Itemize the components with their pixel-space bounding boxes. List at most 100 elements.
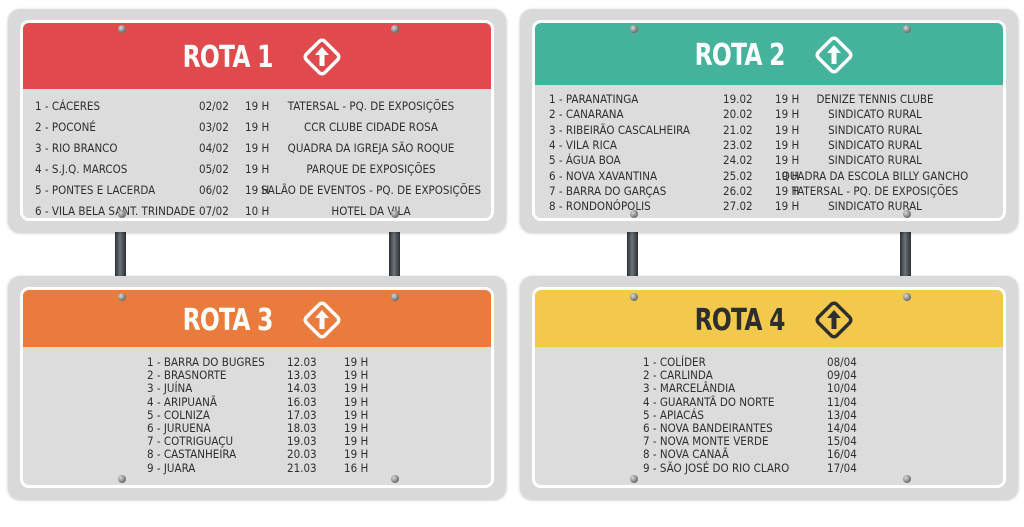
route-sign-header: ROTA 1 [23, 23, 491, 89]
schedule-city: 3 - RIO BRANCO [35, 141, 118, 155]
sign-post-left-2 [627, 230, 638, 280]
schedule-date: 04/02 [199, 141, 229, 155]
schedule-row: 4 - S.J.Q. MARCOS 05/02 19 H PARQUE DE EXPO… [23, 162, 491, 176]
schedule-row: 7 - NOVA MONTE VERDE 15/04 [535, 434, 1003, 448]
schedule-date: 16/04 [827, 447, 857, 462]
schedule-date: 23.02 [723, 137, 753, 152]
route-sign-rota-4: ROTA 4 1 - COLÍDER 08/04 2 - CARLINDA 09/04… [520, 276, 1018, 499]
bolt [391, 210, 399, 218]
schedule-venue: TATERSAL - PQ. DE EXPOSIÇÕES [287, 99, 455, 113]
sign-post-right-1 [389, 230, 400, 280]
schedule-time: 19 H [775, 153, 800, 168]
bolt [630, 293, 638, 301]
schedule-date: 09/04 [827, 368, 857, 383]
schedule-row: 6 - JURUENA 18.03 19 H [23, 421, 491, 435]
schedule-city: 9 - JUARA [147, 460, 196, 475]
bolt [391, 25, 399, 33]
schedule-city: 2 - CANARANA [549, 107, 624, 122]
bolt [630, 475, 638, 483]
bolt [903, 25, 911, 33]
schedule-time: 19 H [344, 394, 369, 409]
schedule-venue: QUADRA DA IGREJA SÃO ROQUE [287, 141, 455, 155]
schedule-venue: SINDICATO RURAL [828, 199, 922, 214]
schedule-time: 19 H [344, 407, 369, 422]
schedule-date: 27.02 [723, 199, 753, 214]
schedule-city: 7 - COTRIGUAÇU [147, 434, 234, 449]
sign-post-right-2 [900, 230, 911, 280]
sign-post-left-1 [115, 230, 126, 280]
schedule-date: 13/04 [827, 407, 857, 422]
schedule-date: 21.02 [723, 122, 753, 137]
schedule-city: 5 - ÁGUA BOA [549, 153, 621, 168]
schedule-date: 16.03 [287, 394, 317, 409]
schedule-city: 3 - MARCELÂNDIA [643, 381, 736, 396]
schedule-venue: SINDICATO RURAL [828, 122, 922, 137]
bolt [118, 475, 126, 483]
schedule-date: 02/02 [199, 99, 229, 113]
schedule-row: 2 - CANARANA 20.02 19 H SINDICATO RURAL [535, 107, 1003, 121]
route-sign-panel: ROTA 1 1 - CÁCERES 02/02 19 H TATERSAL - PQ… [20, 20, 494, 221]
bolt [391, 475, 399, 483]
schedule-row: 9 - JUARA 21.03 16 H [23, 461, 491, 475]
schedule-time: 19 H [245, 99, 270, 113]
schedule-date: 18.03 [287, 421, 317, 435]
schedule-row: 3 - RIO BRANCO 04/02 19 H QUADRA DA IGREJA … [23, 141, 491, 155]
route-sign-header: ROTA 4 [535, 290, 1003, 347]
schedule-row: 3 - RIBEIRÃO CASCALHEIRA 21.02 19 H SINDICA… [535, 123, 1003, 137]
schedule-row: 3 - MARCELÂNDIA 10/04 [535, 381, 1003, 395]
schedule-city: 4 - VILA RICA [549, 137, 617, 152]
route-sign-panel: ROTA 4 1 - COLÍDER 08/04 2 - CARLINDA 09/04… [532, 287, 1006, 488]
arrow-up-diamond-icon [815, 36, 853, 74]
schedule-city: 8 - CASTANHEIRA [147, 447, 237, 462]
schedule-city: 9 - SÃO JOSÉ DO RIO CLARO [643, 460, 790, 475]
schedule-date: 14/04 [827, 421, 857, 435]
bolt [391, 293, 399, 301]
route-sign-header: ROTA 2 [535, 23, 1003, 85]
schedule-date: 20.03 [287, 447, 317, 462]
schedule-time: 19 H [344, 434, 369, 449]
schedule-row: 4 - VILA RICA 23.02 19 H SINDICATO RURAL [535, 138, 1003, 152]
schedule-date: 19.03 [287, 434, 317, 449]
schedule-venue: HOTEL DA VILA [331, 204, 411, 218]
schedule-time: 19 H [775, 199, 800, 214]
schedule-city: 4 - GUARANTÃ DO NORTE [643, 394, 775, 409]
schedule-row: 6 - NOVA BANDEIRANTES 14/04 [535, 421, 1003, 435]
schedule-venue: SINDICATO RURAL [828, 107, 922, 122]
schedule-date: 10/04 [827, 381, 857, 396]
schedule-time: 19 H [245, 183, 270, 197]
bolt [903, 293, 911, 301]
schedule-city: 6 - NOVA BANDEIRANTES [643, 421, 773, 435]
arrow-up-diamond-icon [815, 301, 853, 339]
schedule-row: 8 - CASTANHEIRA 20.03 19 H [23, 447, 491, 461]
schedule-row: 2 - CARLINDA 09/04 [535, 368, 1003, 382]
schedule-time: 19 H [775, 168, 800, 183]
schedule-time: 19 H [245, 120, 270, 134]
route-sign-rota-2: ROTA 2 1 - PARANATINGA 19.02 19 H DENIZE TE… [520, 9, 1018, 232]
schedule-row: 3 - JUÍNA 14.03 19 H [23, 381, 491, 395]
schedule-venue: PARQUE DE EXPOSIÇÕES [306, 162, 436, 176]
schedule-row: 2 - POCONÉ 03/02 19 H CCR CLUBE CIDADE ROSA [23, 120, 491, 134]
schedule-time: 16 H [344, 460, 369, 475]
schedule-date: 20.02 [723, 107, 753, 122]
route-schedule: 1 - PARANATINGA 19.02 19 H DENIZE TENNIS CL… [535, 85, 1003, 218]
schedule-city: 6 - NOVA XAVANTINA [549, 168, 658, 183]
bolt [118, 293, 126, 301]
schedule-city: 3 - JUÍNA [147, 381, 193, 396]
route-sign-rota-1: ROTA 1 1 - CÁCERES 02/02 19 H TATERSAL - PQ… [8, 9, 506, 232]
schedule-venue: TATERSAL - PQ. DE EXPOSIÇÕES [791, 183, 959, 198]
schedule-date: 26.02 [723, 183, 753, 198]
schedule-city: 7 - NOVA MONTE VERDE [643, 434, 769, 449]
schedule-date: 24.02 [723, 153, 753, 168]
schedule-time: 19 H [344, 447, 369, 462]
schedule-time: 19 H [775, 92, 800, 106]
schedule-city: 1 - BARRA DO BUGRES [147, 355, 265, 369]
schedule-city: 8 - RONDONÓPOLIS [549, 199, 651, 214]
schedule-city: 7 - BARRA DO GARÇAS [549, 183, 667, 198]
schedule-date: 17/04 [827, 460, 857, 475]
route-title: ROTA 4 [695, 302, 786, 338]
schedule-date: 06/02 [199, 183, 229, 197]
route-schedule: 1 - CÁCERES 02/02 19 H TATERSAL - PQ. DE EX… [23, 89, 491, 218]
schedule-date: 05/02 [199, 162, 229, 176]
